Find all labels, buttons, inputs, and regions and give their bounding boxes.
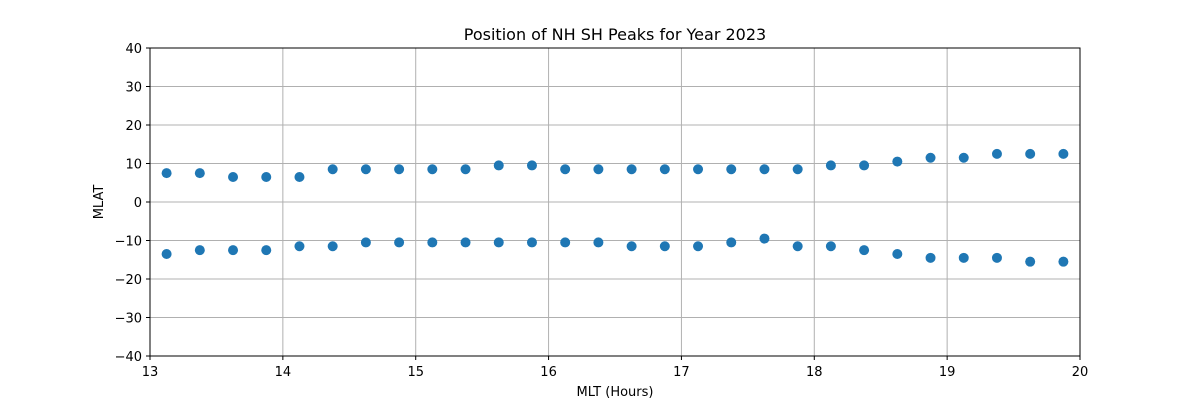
data-point bbox=[460, 164, 471, 175]
data-point bbox=[261, 245, 272, 256]
data-point bbox=[294, 171, 305, 182]
data-point bbox=[825, 160, 836, 171]
y-axis-label: MLAT bbox=[92, 185, 107, 220]
y-tick-label: 10 bbox=[125, 158, 142, 173]
data-point bbox=[427, 237, 438, 248]
y-tick-label: −40 bbox=[115, 350, 142, 365]
data-point bbox=[560, 237, 571, 248]
y-tick-label: 0 bbox=[134, 196, 142, 211]
y-tick-label: 30 bbox=[125, 81, 142, 96]
data-point bbox=[194, 245, 205, 256]
data-point bbox=[194, 168, 205, 179]
data-point bbox=[958, 252, 969, 263]
plot-frame bbox=[149, 47, 1081, 357]
data-point bbox=[526, 237, 537, 248]
data-point bbox=[925, 152, 936, 163]
y-tick-label: −30 bbox=[115, 312, 142, 327]
data-point bbox=[659, 241, 670, 252]
data-point bbox=[859, 245, 870, 256]
data-point bbox=[460, 237, 471, 248]
data-point bbox=[693, 241, 704, 252]
x-tick-label: 17 bbox=[673, 365, 690, 380]
data-point bbox=[360, 237, 371, 248]
data-point bbox=[493, 237, 504, 248]
y-tick-label: −20 bbox=[115, 273, 142, 288]
data-point bbox=[394, 164, 405, 175]
data-point bbox=[228, 171, 239, 182]
data-point bbox=[726, 164, 737, 175]
data-point bbox=[394, 237, 405, 248]
data-point bbox=[294, 241, 305, 252]
x-tick-label: 19 bbox=[939, 365, 956, 380]
data-point bbox=[991, 148, 1002, 159]
data-point bbox=[792, 164, 803, 175]
data-point bbox=[526, 160, 537, 171]
data-point bbox=[991, 252, 1002, 263]
data-point bbox=[327, 164, 338, 175]
data-point bbox=[626, 164, 637, 175]
data-point bbox=[892, 156, 903, 167]
x-tick-label: 16 bbox=[540, 365, 557, 380]
data-point bbox=[560, 164, 571, 175]
x-tick-label: 14 bbox=[275, 365, 292, 380]
data-point bbox=[792, 241, 803, 252]
data-point bbox=[493, 160, 504, 171]
data-point bbox=[759, 164, 770, 175]
data-points bbox=[161, 148, 1069, 267]
y-tick-label: 40 bbox=[125, 42, 142, 57]
data-point bbox=[726, 237, 737, 248]
x-tick-label: 15 bbox=[407, 365, 424, 380]
data-point bbox=[593, 164, 604, 175]
data-point bbox=[1058, 148, 1069, 159]
data-point bbox=[360, 164, 371, 175]
data-point bbox=[958, 152, 969, 163]
data-point bbox=[161, 168, 172, 179]
data-point bbox=[1025, 148, 1036, 159]
data-point bbox=[261, 171, 272, 182]
data-point bbox=[759, 233, 770, 244]
data-point bbox=[1025, 256, 1036, 267]
data-point bbox=[427, 164, 438, 175]
axis-ticks: 13 14 15 16 17 18 19 20 −40 −30 −20 −10 0 10 20 30 40 bbox=[115, 42, 1089, 380]
data-point bbox=[593, 237, 604, 248]
x-tick-label: 18 bbox=[806, 365, 823, 380]
data-point bbox=[327, 241, 338, 252]
data-point bbox=[626, 241, 637, 252]
data-point bbox=[1058, 256, 1069, 267]
data-point bbox=[925, 252, 936, 263]
x-tick-label: 13 bbox=[142, 365, 159, 380]
data-point bbox=[659, 164, 670, 175]
grid-lines bbox=[149, 47, 1081, 357]
data-point bbox=[892, 248, 903, 259]
data-point bbox=[228, 245, 239, 256]
data-point bbox=[859, 160, 870, 171]
x-tick-label: 20 bbox=[1072, 365, 1089, 380]
data-point bbox=[693, 164, 704, 175]
chart-title: Position of NH SH Peaks for Year 2023 bbox=[464, 25, 766, 44]
x-axis-label: MLT (Hours) bbox=[577, 385, 654, 400]
data-point bbox=[161, 248, 172, 259]
y-tick-label: 20 bbox=[125, 119, 142, 134]
y-tick-label: −10 bbox=[115, 235, 142, 250]
data-point bbox=[825, 241, 836, 252]
